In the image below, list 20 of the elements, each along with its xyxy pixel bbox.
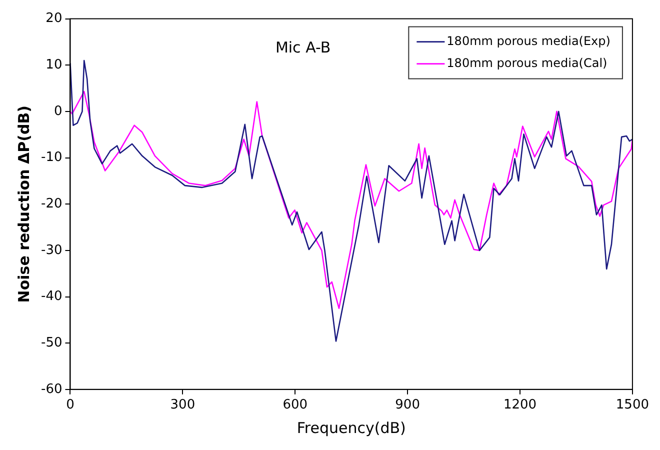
y-tick-label: -40: [41, 289, 62, 304]
x-tick-label: 0: [66, 398, 74, 413]
y-tick-label: -20: [41, 196, 62, 212]
y-tick-label: 20: [46, 11, 62, 26]
annotation: Mic A-B: [275, 38, 331, 57]
legend-label: 180mm porous media(Exp): [446, 34, 610, 48]
y-axis-title: Noise reduction ΔP(dB): [14, 105, 33, 303]
y-tick-label: 0: [54, 104, 62, 119]
legend-label: 180mm porous media(Cal): [446, 56, 608, 70]
y-tick-label: -50: [41, 335, 62, 350]
y-tick-label: -10: [41, 150, 62, 166]
y-tick-label: -60: [41, 382, 62, 397]
x-axis-title: Frequency(dB): [296, 418, 406, 437]
x-tick-label: 300: [170, 398, 196, 413]
x-tick-label: 1500: [616, 398, 650, 413]
y-tick-label: 10: [46, 58, 62, 72]
y-tick-label: -30: [41, 242, 62, 258]
x-tick-label: 600: [282, 398, 308, 413]
x-tick-label: 1200: [503, 398, 537, 413]
x-tick-label: 900: [395, 398, 420, 413]
